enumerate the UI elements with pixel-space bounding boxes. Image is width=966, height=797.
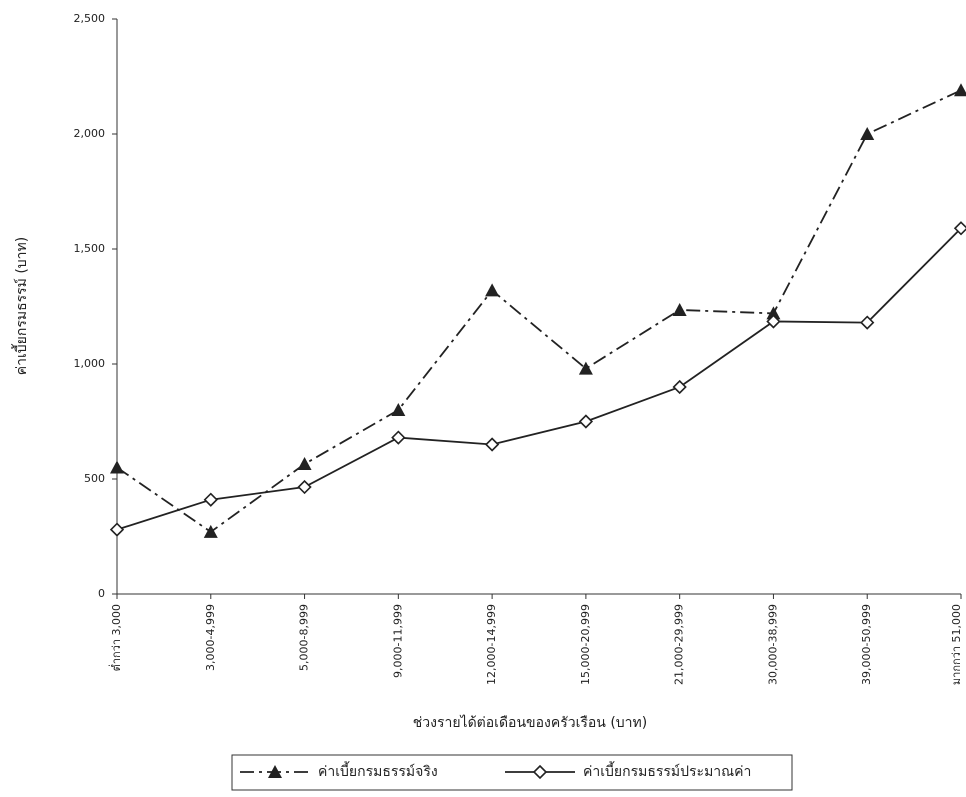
y-tick-label: 1,000 bbox=[74, 357, 106, 370]
legend-label: ค่าเบี้ยกรมธรรม์ประมาณค่า bbox=[583, 761, 751, 780]
y-tick-label: 500 bbox=[84, 472, 105, 485]
y-tick-label: 0 bbox=[98, 587, 105, 600]
x-tick-label: ต่ำกว่า 3,000 bbox=[108, 604, 123, 671]
x-axis-label: ช่วงรายได้ต่อเดือนของครัวเรือน (บาท) bbox=[413, 714, 647, 731]
x-tick-label: มากกว่า 51,000 bbox=[950, 604, 963, 685]
x-tick-label: 21,000-29,999 bbox=[673, 604, 686, 685]
x-tick-label: 5,000-8,999 bbox=[298, 604, 311, 671]
x-tick-label: 9,000-11,999 bbox=[391, 604, 404, 678]
background bbox=[0, 0, 966, 797]
x-tick-label: 3,000-4,999 bbox=[204, 604, 217, 671]
y-axis-label: ค่าเบี้ยกรมธรรม์ (บาท) bbox=[11, 237, 30, 376]
y-tick-label: 2,000 bbox=[74, 127, 106, 140]
y-tick-label: 2,500 bbox=[74, 12, 106, 25]
y-tick-label: 1,500 bbox=[74, 242, 106, 255]
x-tick-label: 15,000-20,999 bbox=[579, 604, 592, 685]
legend-label: ค่าเบี้ยกรมธรรม์จริง bbox=[318, 761, 438, 780]
x-tick-label: 12,000-14,999 bbox=[485, 604, 498, 685]
x-tick-label: 39,000-50,999 bbox=[860, 604, 873, 685]
chart: ค่าเบี้ยกรมธรรม์ (บาท) ช่วงรายได้ต่อเดือ… bbox=[0, 0, 966, 797]
x-tick-label: 30,000-38,999 bbox=[766, 604, 779, 685]
